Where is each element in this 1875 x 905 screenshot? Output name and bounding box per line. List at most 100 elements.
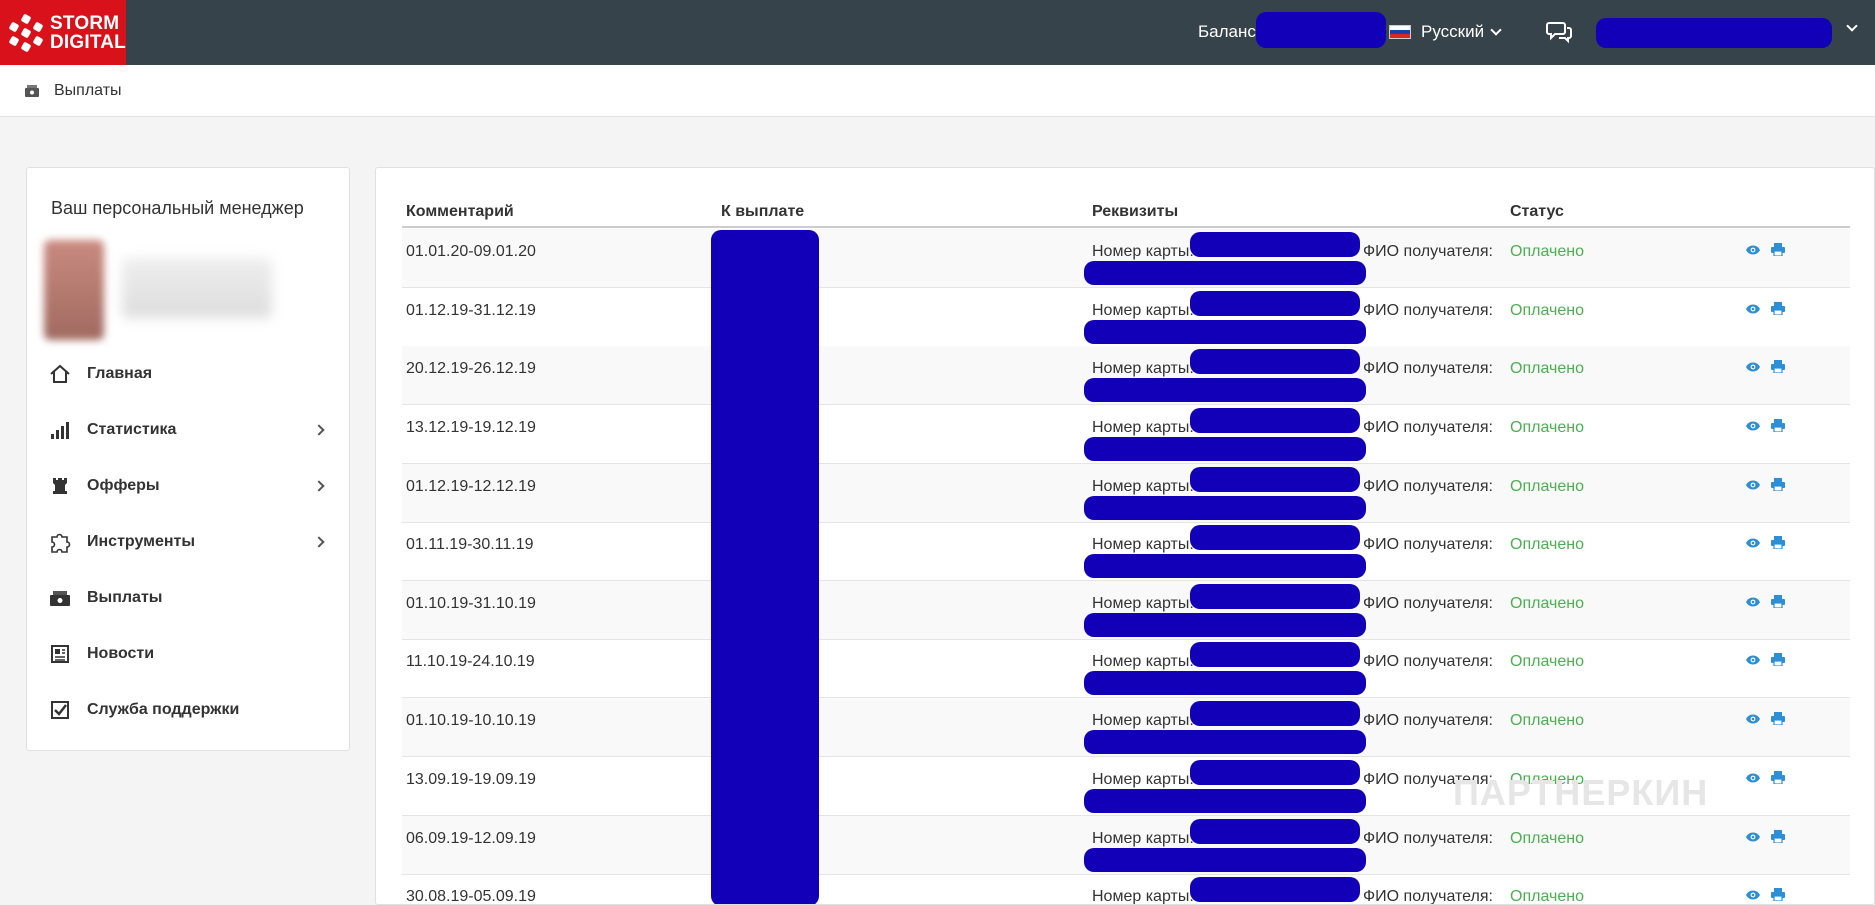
brand-logo[interactable]: STORM DIGITAL [0, 0, 126, 65]
comment-cell: 01.12.19-31.12.19 [406, 302, 536, 319]
language-selector[interactable]: Русский [1389, 22, 1502, 42]
print-icon[interactable] [1771, 243, 1785, 261]
sidebar-item-payouts[interactable]: Выплаты [27, 570, 349, 626]
money-icon [25, 84, 39, 97]
status-badge: Оплачено [1510, 771, 1584, 788]
recipient-redacted [1084, 554, 1366, 578]
print-icon[interactable] [1771, 478, 1785, 496]
sidebar-item-statistics[interactable]: Статистика [27, 402, 349, 458]
status-badge: Оплачено [1510, 360, 1584, 377]
sidebar: Ваш персональный менеджер Главная Статис… [26, 167, 350, 751]
row-actions [1745, 830, 1785, 848]
print-icon[interactable] [1771, 830, 1785, 848]
view-eye-icon[interactable] [1745, 478, 1761, 496]
recipient-label: ФИО получателя: [1363, 595, 1493, 612]
print-icon[interactable] [1771, 888, 1785, 904]
table-row: 01.12.19-12.12.19 Номер карты: ФИО получат… [402, 464, 1850, 523]
column-header-requisites[interactable]: Реквизиты [1092, 203, 1179, 220]
sidebar-item-label: Инструменты [87, 533, 196, 550]
view-eye-icon[interactable] [1745, 888, 1761, 904]
comment-cell: 30.08.19-05.09.19 [406, 888, 536, 905]
amount-column-redacted [711, 230, 819, 904]
recipient-label: ФИО получателя: [1363, 360, 1493, 377]
view-eye-icon[interactable] [1745, 653, 1761, 671]
russia-flag-icon [1389, 25, 1411, 39]
sidebar-item-support[interactable]: Служба поддержки [27, 682, 349, 738]
row-actions [1745, 595, 1785, 613]
manager-contact-blurred [122, 258, 272, 318]
recipient-redacted [1084, 848, 1366, 872]
watermark: ПАРТНЕРКИН [1453, 772, 1709, 813]
column-header-comment[interactable]: Комментарий [406, 203, 514, 220]
bar-chart-icon [49, 419, 71, 441]
sidebar-item-tools[interactable]: Инструменты [27, 514, 349, 570]
table-row: 06.09.19-12.09.19 Номер карты: ФИО получат… [402, 816, 1850, 875]
card-number-redacted [1190, 584, 1360, 609]
status-badge: Оплачено [1510, 536, 1584, 553]
language-label: Русский [1421, 22, 1485, 41]
status-badge: Оплачено [1510, 830, 1584, 847]
print-icon[interactable] [1771, 595, 1785, 613]
row-actions [1745, 888, 1785, 904]
row-actions [1745, 360, 1785, 378]
recipient-label: ФИО получателя: [1363, 653, 1493, 670]
column-header-status[interactable]: Статус [1510, 203, 1564, 220]
recipient-redacted [1084, 261, 1366, 285]
view-eye-icon[interactable] [1745, 595, 1761, 613]
card-number-label: Номер карты: [1092, 243, 1194, 260]
print-icon[interactable] [1771, 302, 1785, 320]
breadcrumb: Выплаты [0, 65, 1875, 117]
row-actions [1745, 653, 1785, 671]
card-number-label: Номер карты: [1092, 419, 1194, 436]
view-eye-icon[interactable] [1745, 360, 1761, 378]
view-eye-icon[interactable] [1745, 419, 1761, 437]
sidebar-item-label: Служба поддержки [87, 701, 240, 718]
user-menu-chevron-icon[interactable] [1846, 20, 1858, 32]
top-bar: STORM DIGITAL Баланс: Русский [0, 0, 1875, 65]
manager-title: Ваш персональный менеджер [51, 198, 304, 218]
view-eye-icon[interactable] [1745, 536, 1761, 554]
table-row: 11.10.19-24.10.19 Номер карты: ФИО получат… [402, 639, 1850, 698]
card-number-label: Номер карты: [1092, 653, 1194, 670]
print-icon[interactable] [1771, 653, 1785, 671]
sidebar-item-label: Офферы [87, 477, 160, 494]
card-number-redacted [1190, 232, 1360, 257]
print-icon[interactable] [1771, 712, 1785, 730]
recipient-redacted [1084, 671, 1366, 695]
column-header-amount[interactable]: К выплате [721, 203, 805, 220]
comment-cell: 01.01.20-09.01.20 [406, 243, 536, 260]
chat-icon[interactable] [1546, 20, 1572, 44]
print-icon[interactable] [1771, 360, 1785, 378]
print-icon[interactable] [1771, 536, 1785, 554]
row-actions [1745, 478, 1785, 496]
print-icon[interactable] [1771, 771, 1785, 789]
table-row: 01.10.19-31.10.19 Номер карты: ФИО получат… [402, 581, 1850, 640]
sidebar-item-news[interactable]: Новости [27, 626, 349, 682]
recipient-redacted [1084, 613, 1366, 637]
sidebar-item-home[interactable]: Главная [27, 346, 349, 402]
view-eye-icon[interactable] [1745, 771, 1761, 789]
table-row: 30.08.19-05.09.19 Номер карты: ФИО получат… [402, 874, 1850, 905]
view-eye-icon[interactable] [1745, 830, 1761, 848]
user-menu-redacted[interactable] [1596, 18, 1832, 48]
view-eye-icon[interactable] [1745, 302, 1761, 320]
card-number-redacted [1190, 408, 1360, 433]
sidebar-item-offers[interactable]: Офферы [27, 458, 349, 514]
card-number-label: Номер карты: [1092, 595, 1194, 612]
card-number-redacted [1190, 642, 1360, 667]
status-badge: Оплачено [1510, 712, 1584, 729]
row-actions [1745, 712, 1785, 730]
sidebar-item-label: Новости [87, 645, 155, 662]
status-badge: Оплачено [1510, 653, 1584, 670]
puzzle-icon [49, 531, 71, 553]
print-icon[interactable] [1771, 419, 1785, 437]
table-row: 20.12.19-26.12.19 Номер карты: ФИО получат… [402, 346, 1850, 405]
comment-cell: 01.12.19-12.12.19 [406, 478, 536, 495]
balance-label: Баланс: [1198, 22, 1261, 41]
view-eye-icon[interactable] [1745, 243, 1761, 261]
comment-cell: 01.10.19-10.10.19 [406, 712, 536, 729]
row-actions [1745, 771, 1785, 789]
card-number-redacted [1190, 525, 1360, 550]
view-eye-icon[interactable] [1745, 712, 1761, 730]
recipient-label: ФИО получателя: [1363, 478, 1493, 495]
